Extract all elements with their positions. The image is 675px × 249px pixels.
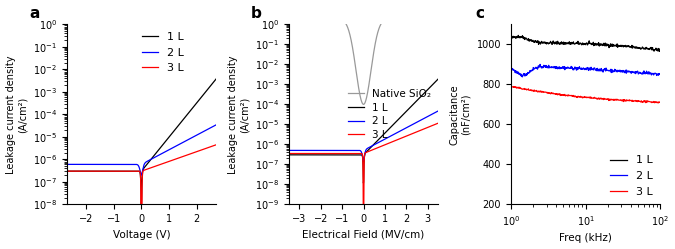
Y-axis label: Leakage current density
(A/cm²): Leakage current density (A/cm²) <box>227 55 249 174</box>
X-axis label: Electrical Field (MV/cm): Electrical Field (MV/cm) <box>302 230 425 240</box>
Y-axis label: Leakage current density
(A/cm²): Leakage current density (A/cm²) <box>5 55 27 174</box>
X-axis label: Freq (kHz): Freq (kHz) <box>559 234 612 244</box>
X-axis label: Voltage (V): Voltage (V) <box>113 230 170 240</box>
Y-axis label: Capacitance
(nF/cm²): Capacitance (nF/cm²) <box>450 84 471 145</box>
Text: c: c <box>475 6 484 21</box>
Legend: Native SiO₂, 1 L, 2 L, 3 L: Native SiO₂, 1 L, 2 L, 3 L <box>346 87 433 142</box>
Text: b: b <box>251 6 262 21</box>
Legend: 1 L, 2 L, 3 L: 1 L, 2 L, 3 L <box>140 30 186 75</box>
Text: a: a <box>29 6 40 21</box>
Legend: 1 L, 2 L, 3 L: 1 L, 2 L, 3 L <box>608 153 655 199</box>
